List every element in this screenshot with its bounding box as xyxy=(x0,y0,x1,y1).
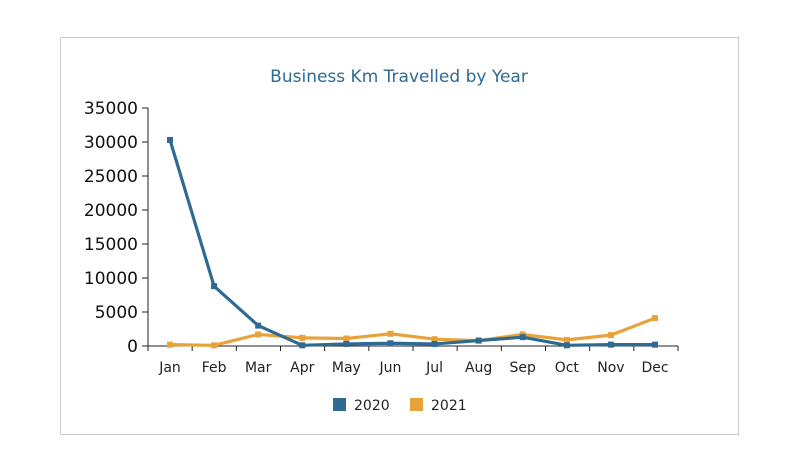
chart-title: Business Km Travelled by Year xyxy=(270,67,528,87)
data-point-2021 xyxy=(387,330,394,337)
data-point-2021 xyxy=(299,334,306,341)
data-point-2020 xyxy=(343,340,350,347)
legend: 2020 2021 xyxy=(333,398,467,414)
data-point-2021 xyxy=(563,336,570,343)
x-tick-label: Feb xyxy=(202,360,227,376)
data-point-2020 xyxy=(211,283,218,290)
x-tick-label: Sep xyxy=(510,360,537,376)
x-tick-label: Mar xyxy=(245,360,272,376)
series-line-2020 xyxy=(168,139,655,347)
chart-frame xyxy=(60,37,739,435)
data-point-2020 xyxy=(431,340,438,347)
x-tick-label: Jul xyxy=(425,360,443,376)
y-tick-label: 35000 xyxy=(84,99,138,119)
y-tick-label: 20000 xyxy=(84,201,138,221)
series-line-2021 xyxy=(169,316,656,347)
data-point-2021 xyxy=(211,342,218,349)
data-point-2020 xyxy=(167,136,173,143)
data-point-2020 xyxy=(387,340,394,347)
data-point-2020 xyxy=(519,334,526,341)
legend-label-2021: 2021 xyxy=(431,398,467,414)
legend-swatch-2021 xyxy=(410,398,423,411)
data-point-2020 xyxy=(475,337,482,344)
data-point-2021 xyxy=(607,332,614,339)
x-tick-label: Apr xyxy=(290,360,314,376)
y-tick-label: 5000 xyxy=(95,303,138,323)
y-tick-label: 15000 xyxy=(84,235,138,255)
data-point-2021 xyxy=(343,335,350,342)
y-tick-label: 30000 xyxy=(84,133,138,153)
x-tick-label: May xyxy=(332,360,361,376)
data-point-2020 xyxy=(652,341,658,348)
legend-label-2020: 2020 xyxy=(354,398,390,414)
x-tick-label: Oct xyxy=(555,360,580,376)
y-tick-label: 25000 xyxy=(84,167,138,187)
x-tick-label: Aug xyxy=(465,360,492,376)
data-point-2021 xyxy=(167,341,173,348)
y-tick-label: 10000 xyxy=(84,269,138,289)
y-tick-label: 0 xyxy=(127,337,138,357)
data-point-2020 xyxy=(299,342,306,349)
x-tick-label: Jan xyxy=(158,360,181,376)
data-point-2021 xyxy=(652,315,658,322)
data-point-2020 xyxy=(607,341,614,348)
data-point-2020 xyxy=(255,322,262,329)
data-point-2021 xyxy=(431,336,438,343)
data-point-2020 xyxy=(563,342,570,349)
x-tick-label: Jun xyxy=(379,360,402,376)
series-lines xyxy=(167,136,658,349)
axes: 0 5000 10000 15000 20000 25000 30000 35000 Jan Fe… xyxy=(84,99,679,376)
data-point-2021 xyxy=(255,331,262,338)
legend-swatch-2020 xyxy=(333,398,346,411)
x-tick-label: Nov xyxy=(597,360,624,376)
x-tick-label: Dec xyxy=(641,360,668,376)
